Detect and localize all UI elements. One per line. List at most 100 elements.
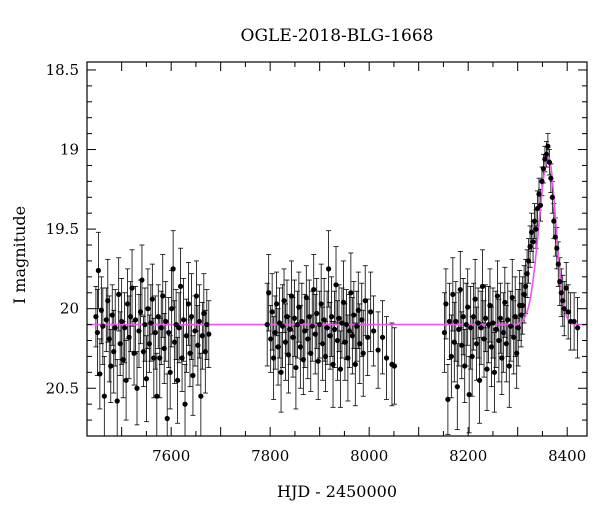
error-bar — [114, 359, 120, 436]
data-point — [342, 339, 348, 345]
data-point — [282, 339, 289, 345]
data-point — [320, 341, 326, 347]
x-tick-label: 8400 — [548, 447, 586, 465]
data-point — [343, 321, 350, 328]
data-point — [471, 314, 477, 320]
data-point — [558, 290, 564, 296]
data-point — [278, 369, 284, 375]
data-point — [117, 341, 123, 347]
data-point — [137, 309, 144, 315]
data-point — [445, 396, 451, 402]
data-point — [185, 301, 192, 307]
data-point — [466, 392, 472, 398]
data-point — [494, 293, 500, 299]
data-point — [291, 315, 298, 321]
data-point — [488, 344, 495, 350]
data-point — [509, 294, 515, 301]
data-point — [328, 314, 335, 320]
data-point — [311, 286, 317, 293]
data-point — [176, 325, 182, 331]
data-point — [482, 315, 489, 321]
data-point — [324, 325, 330, 331]
data-point — [179, 355, 185, 361]
data-point — [170, 266, 176, 272]
data-point — [465, 304, 471, 310]
data-point — [325, 266, 332, 272]
data-point — [450, 291, 456, 297]
data-point — [193, 293, 200, 299]
data-point — [571, 318, 577, 325]
data-point — [346, 328, 352, 334]
data-point — [542, 156, 548, 162]
model-curve — [87, 156, 587, 326]
data-point — [315, 358, 321, 364]
data-point — [327, 333, 333, 339]
data-point — [479, 283, 486, 289]
data-point — [308, 350, 314, 356]
data-point — [139, 277, 145, 283]
y-tick-label: 19.5 — [46, 220, 79, 238]
data-point — [293, 364, 299, 371]
data-point — [124, 301, 131, 307]
data-point — [463, 321, 469, 328]
data-point — [129, 285, 135, 291]
data-point — [560, 298, 566, 304]
data-point — [199, 333, 205, 339]
data-point — [126, 334, 132, 340]
data-point — [140, 349, 147, 355]
data-point — [496, 337, 502, 344]
data-point — [290, 334, 296, 340]
data-point — [474, 341, 480, 347]
data-point — [540, 166, 547, 172]
data-point — [484, 366, 490, 372]
chart-title: OGLE-2018-BLG-1668 — [241, 26, 434, 46]
y-tick-label: 19 — [60, 141, 79, 159]
data-point — [288, 293, 295, 299]
data-point — [533, 226, 539, 232]
data-point — [106, 336, 112, 342]
data-point — [296, 304, 302, 310]
data-point — [284, 314, 290, 320]
data-point — [272, 329, 278, 336]
data-point — [362, 298, 368, 304]
data-point — [302, 328, 308, 334]
data-point — [469, 353, 475, 360]
y-axis-label: I magnitude — [10, 206, 29, 304]
data-point — [275, 344, 281, 350]
data-point — [511, 334, 517, 340]
data-point — [164, 415, 170, 422]
axis-ticks — [87, 62, 587, 436]
data-point — [167, 369, 173, 375]
data-point — [149, 296, 155, 302]
data-point — [172, 339, 178, 345]
data-point — [98, 307, 104, 313]
x-tick-label: 8200 — [449, 447, 487, 465]
data-point — [457, 286, 463, 293]
data-point — [146, 341, 152, 347]
data-point — [549, 194, 555, 200]
data-point — [539, 178, 545, 184]
data-point — [152, 329, 158, 336]
data-point — [195, 342, 201, 348]
data-point — [166, 329, 172, 336]
data-point — [472, 296, 478, 302]
data-point — [266, 290, 272, 296]
data-point — [122, 325, 128, 331]
data-point — [360, 350, 366, 356]
data-point — [543, 151, 550, 157]
data-point — [204, 321, 210, 328]
data-point — [306, 314, 312, 320]
error-bar — [182, 363, 188, 436]
data-point — [515, 325, 521, 331]
data-point — [459, 342, 465, 348]
data-point — [119, 318, 125, 325]
data-point — [294, 321, 300, 328]
data-point — [340, 299, 347, 305]
data-point — [528, 229, 535, 235]
data-point — [499, 355, 505, 361]
data-point — [530, 239, 536, 245]
data-point — [514, 350, 520, 356]
y-tick-label: 20 — [60, 300, 79, 318]
plot-frame — [86, 61, 588, 437]
data-point — [136, 328, 142, 334]
